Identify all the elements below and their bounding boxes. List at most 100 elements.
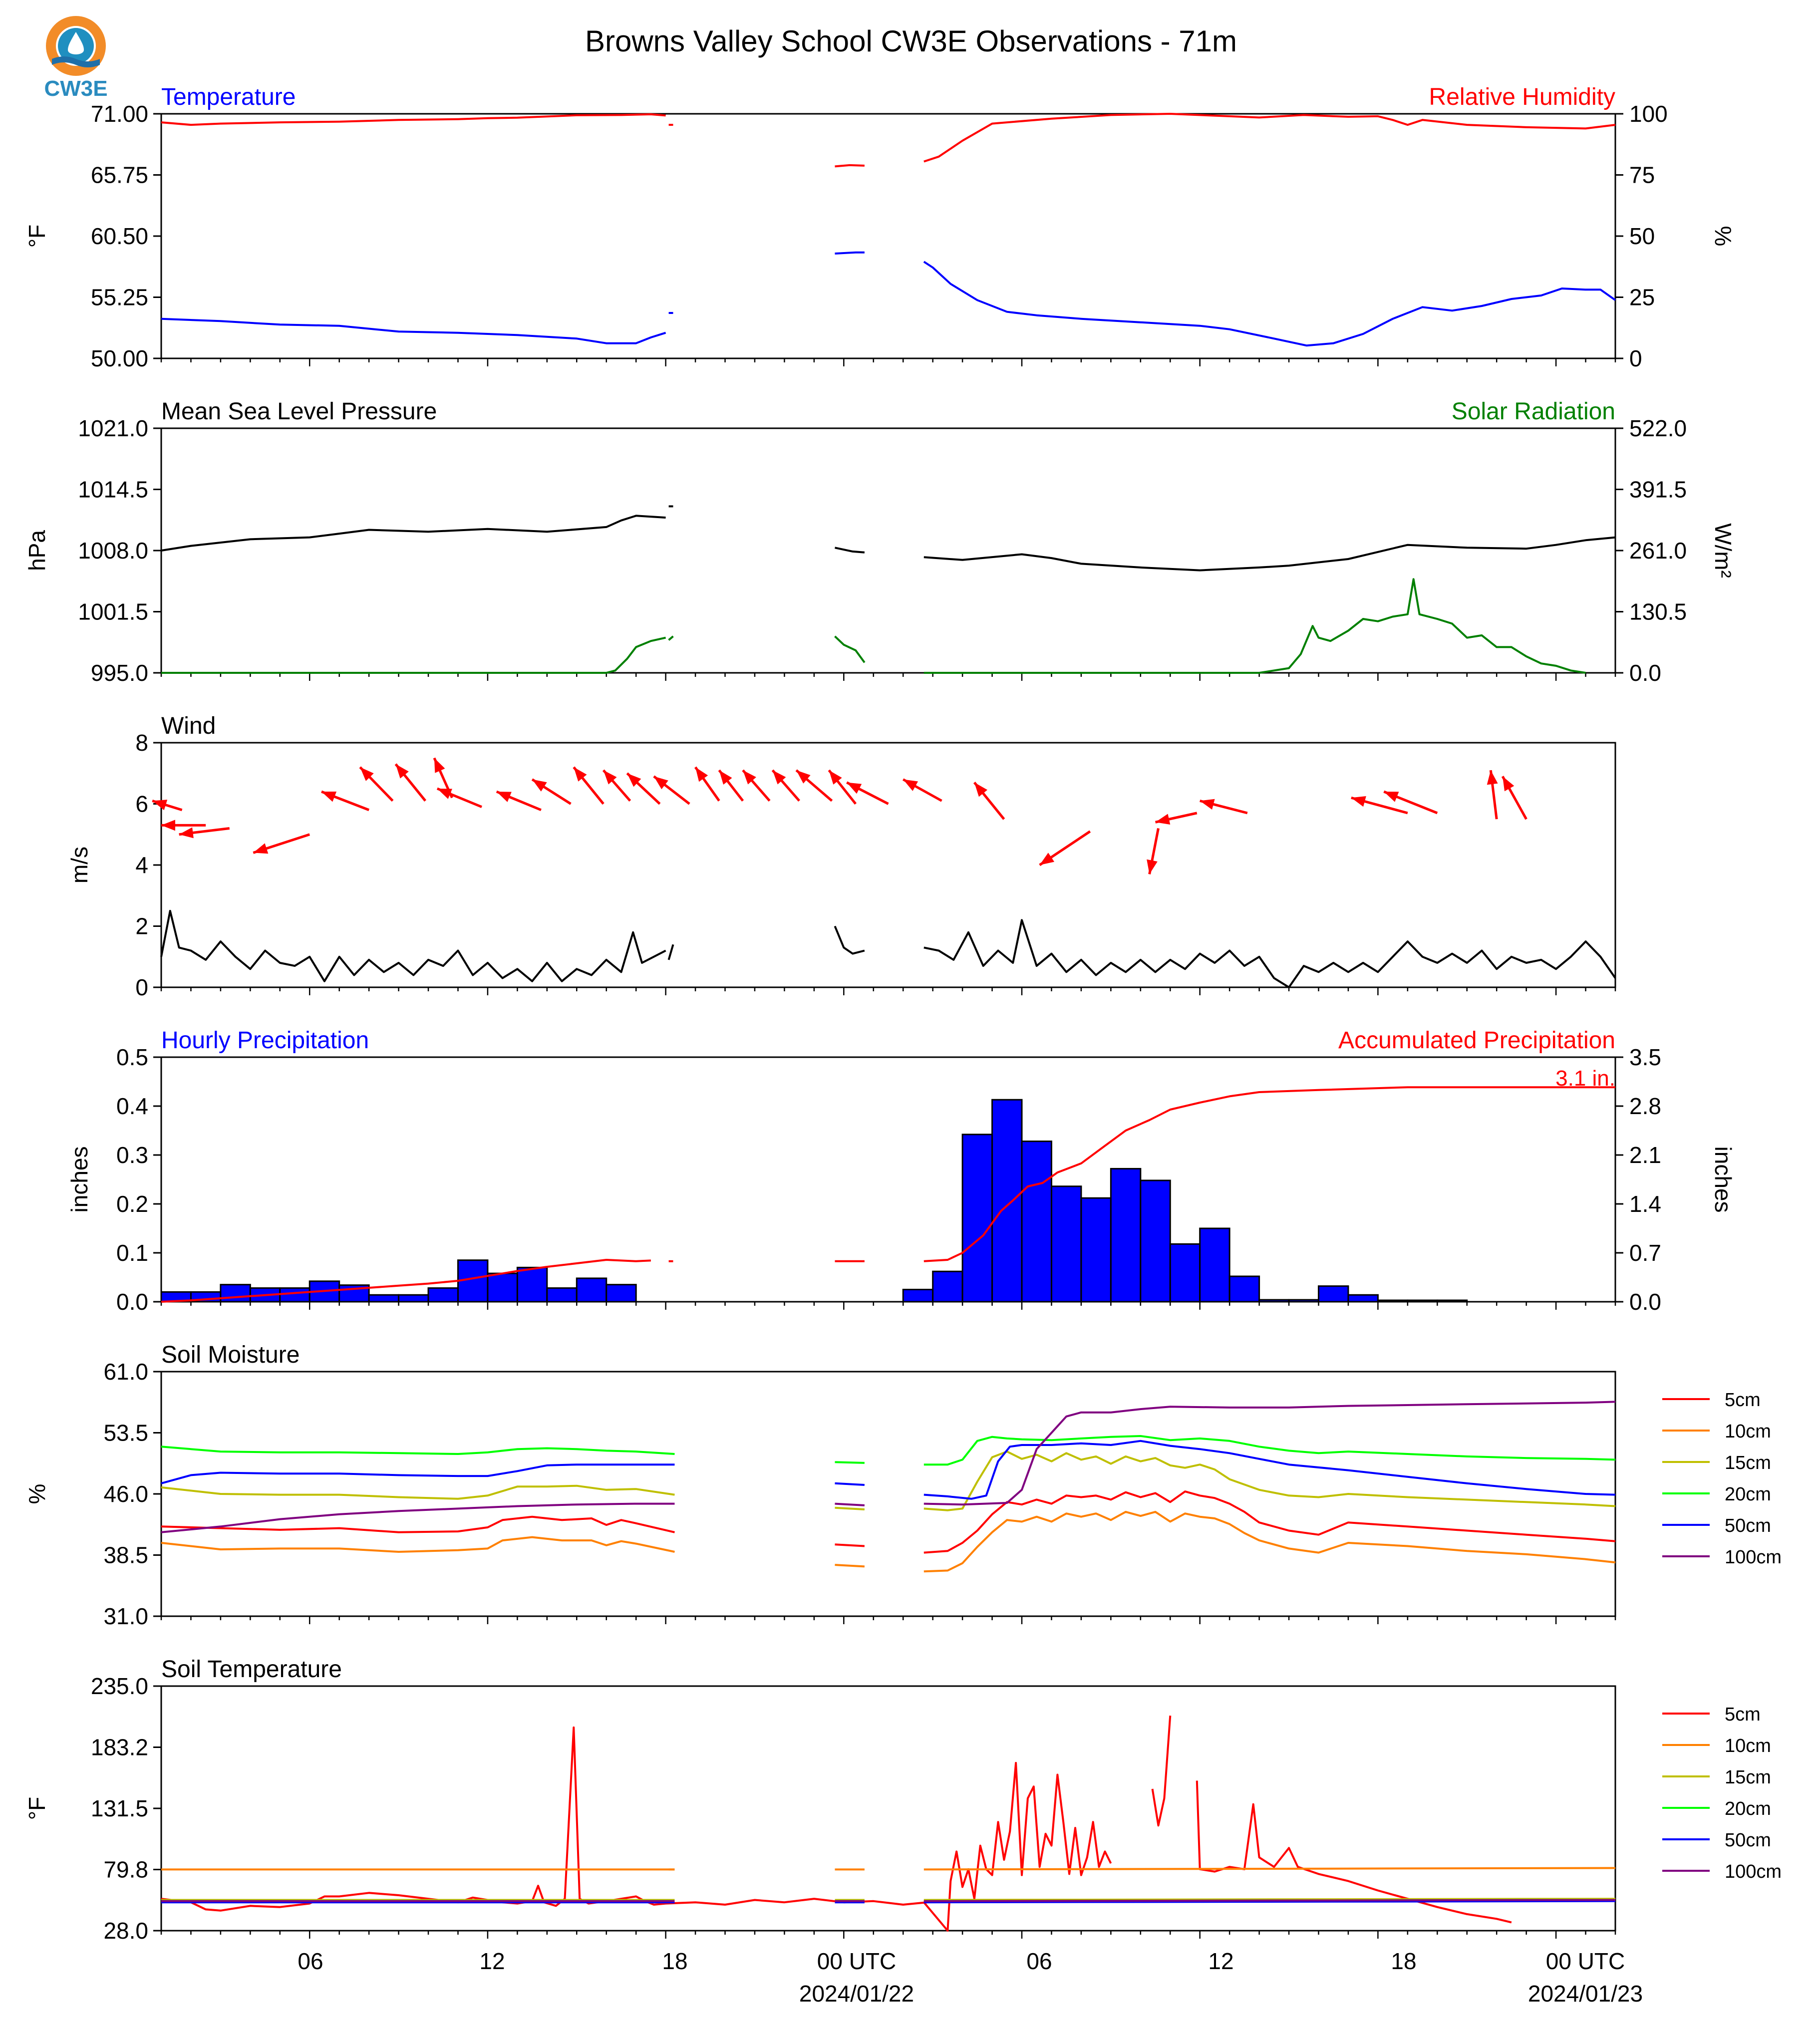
y-tick-label: 28.0 (103, 1918, 148, 1944)
precip-bar (368, 1294, 400, 1303)
series-line-solar-radiation (834, 635, 866, 663)
series-line-5cm (1196, 1780, 1512, 1924)
y2-tick-label: 0.0 (1629, 1289, 1661, 1315)
wind-arrow-head (603, 770, 617, 785)
precip-bar (1228, 1275, 1260, 1303)
y-tick-label: 8 (135, 730, 148, 756)
panel-title-left: Soil Temperature (161, 1656, 342, 1683)
y-tick-label: 6 (135, 791, 148, 817)
series-line-temperature (923, 261, 1616, 347)
precip-bar (576, 1277, 607, 1303)
logo-wave (52, 56, 100, 67)
x-tick-label: 00 UTC (1546, 1948, 1625, 1974)
wind-arrow-head (829, 770, 842, 785)
y-axis-label: °F (24, 225, 50, 248)
y-tick-label: 1014.5 (78, 477, 148, 503)
y2-tick-label: 0.0 (1629, 660, 1661, 686)
y-axis-label: m/s (66, 847, 92, 883)
legend-label: 15cm (1725, 1452, 1771, 1473)
x-tick-label: 18 (662, 1948, 687, 1974)
precip-bar (516, 1266, 548, 1303)
series-line-mean-sea-level-pressure (161, 515, 666, 552)
series-line-accumulated-precipitation (161, 1259, 651, 1303)
wind-arrow-head (1384, 792, 1399, 802)
series-line-relative-humidity (923, 113, 1616, 163)
y2-tick-label: 3.5 (1629, 1044, 1661, 1070)
wind-arrow-head (772, 770, 786, 785)
y-tick-label: 0.3 (116, 1142, 148, 1168)
plot-frame (160, 427, 1616, 674)
series-line-5cm (161, 1726, 948, 1912)
series-line-wind-speed (834, 925, 865, 955)
plot-frame (160, 742, 1616, 988)
y2-tick-label: 2.1 (1629, 1142, 1661, 1168)
series-line-20cm (923, 1435, 1616, 1466)
panel-title-left: Wind (161, 713, 216, 739)
series-line-100cm (161, 1502, 675, 1533)
series-line-10cm (161, 1536, 675, 1553)
precip-bar (1318, 1285, 1349, 1303)
panel-precip: Hourly Precipitation Accumulated Precipit… (66, 1027, 1736, 1315)
figure-title: Browns Valley School CW3E Observations -… (585, 24, 1237, 58)
precip-bar (1050, 1185, 1082, 1303)
precip-bar (220, 1284, 251, 1303)
x-tick-label: 06 (1026, 1948, 1052, 1974)
precip-bar (902, 1289, 934, 1303)
wind-arrow-head (974, 782, 988, 797)
series-line-5cm (161, 1515, 675, 1533)
precip-bar (279, 1287, 310, 1303)
panels: Temperature Relative Humidity71.0065.7560… (24, 84, 1782, 1944)
y2-tick-label: 100 (1629, 101, 1668, 127)
series-line-15cm (835, 1506, 865, 1510)
precip-bar (1140, 1179, 1171, 1303)
series-line-10cm (835, 1564, 865, 1568)
series-line-relative-humidity (161, 113, 666, 126)
y2-axis-label: inches (1710, 1147, 1736, 1213)
panel-soil_temp: Soil Temperature 235.0 183.2 131.5 79.8 28.0 °… (24, 1656, 1782, 1944)
y-axis-label: hPa (24, 530, 50, 571)
precip-bar (932, 1270, 963, 1303)
series-line-solar-radiation (161, 636, 666, 674)
plot-frame (160, 1371, 1616, 1617)
y-tick-label: 79.8 (103, 1857, 148, 1883)
y2-tick-label: 1.4 (1629, 1191, 1661, 1217)
wind-arrow-head (1503, 776, 1515, 792)
y-tick-label: 1001.5 (78, 599, 148, 625)
legend-label: 20cm (1725, 1484, 1771, 1505)
y-tick-label: 60.50 (91, 223, 148, 249)
y-tick-label: 38.5 (103, 1542, 148, 1568)
wind-arrow-head (695, 767, 708, 782)
legend-label: 10cm (1725, 1736, 1771, 1756)
wind-arrow-head (903, 779, 918, 791)
panel-pres_solar: Mean Sea Level Pressure Solar Radiation 10… (24, 398, 1736, 686)
y2-tick-label: 522.0 (1629, 415, 1687, 441)
y2-axis-label: % (1710, 226, 1736, 247)
series-line-50cm (161, 1463, 675, 1484)
wind-arrow-head (1155, 814, 1171, 825)
wind-arrow-head (574, 767, 587, 782)
panel-title-right: Relative Humidity (1429, 84, 1615, 110)
y-tick-label: 0.4 (116, 1093, 148, 1119)
precip-bar (1080, 1197, 1112, 1303)
series-line-10cm (923, 1867, 1616, 1871)
series-line-100cm (923, 1401, 1616, 1506)
wind-arrow-head (161, 820, 175, 831)
y-tick-label: 2 (135, 913, 148, 939)
series-line-100cm (923, 1899, 1616, 1902)
y-tick-label: 0 (135, 974, 148, 1000)
x-tick-label: 06 (298, 1948, 323, 1974)
precip-bar (1199, 1227, 1230, 1303)
wind-arrow-head (719, 770, 732, 785)
wind-arrow-head (847, 782, 862, 794)
precip-bar (1377, 1299, 1409, 1303)
y2-axis-label: W/m² (1710, 523, 1736, 578)
series-line-mean-sea-level-pressure (835, 547, 865, 554)
y2-tick-label: 0.7 (1629, 1240, 1661, 1266)
x-tick-label: 12 (479, 1948, 505, 1974)
panel-title-left: Mean Sea Level Pressure (161, 398, 437, 425)
series-line-wind-speed (923, 919, 1616, 988)
precip-bar (1347, 1294, 1379, 1303)
plot-frame (160, 113, 1616, 359)
panel-temp_rh: Temperature Relative Humidity 71.00 65.75 60… (24, 84, 1736, 371)
wind-arrow-head (627, 773, 641, 787)
